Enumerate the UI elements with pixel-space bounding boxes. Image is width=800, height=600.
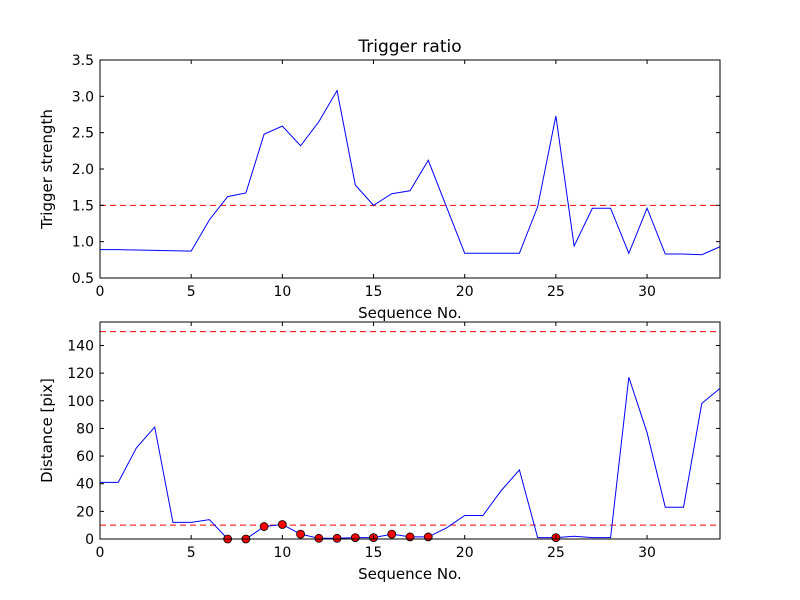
y-axis-label: Distance [pix]: [38, 378, 56, 483]
x-tick-label: 15: [365, 545, 383, 561]
y-axis-label: Trigger strength: [38, 109, 56, 230]
x-tick-label: 0: [96, 545, 105, 561]
series-line-0: [100, 89, 721, 256]
x-tick-label: 10: [273, 545, 291, 561]
axes-frame: [99, 321, 721, 540]
marker-point: [387, 529, 397, 539]
x-tick-label: 20: [456, 545, 474, 561]
marker-point: [332, 533, 342, 543]
x-tick-label: 20: [456, 284, 474, 300]
x-tick-label: 15: [365, 284, 383, 300]
y-tick-label: 140: [67, 338, 94, 354]
marker-point: [423, 532, 433, 542]
y-tick-label: 20: [76, 504, 94, 520]
chart-title: Trigger ratio: [357, 37, 461, 57]
x-tick-label: 25: [547, 545, 565, 561]
y-tick-label: 3.5: [72, 53, 94, 69]
y-tick-label: 80: [76, 421, 94, 437]
marker-point: [277, 520, 287, 529]
x-tick-label: 5: [187, 545, 196, 561]
x-axis-label: Sequence No.: [358, 565, 462, 583]
y-tick-label: 1.0: [72, 235, 94, 251]
chart-trigger-ratio: 0 5 10 15 20 25 30 0.5 1.0 1.5 2.0 2.5 3.0 3.5 Trigger…: [38, 37, 721, 322]
y-tick-label: 2.5: [72, 126, 94, 142]
x-tick-label: 25: [547, 284, 565, 300]
y-tick-label: 60: [76, 449, 94, 465]
marker-point: [259, 522, 269, 531]
y-tick-label: 0: [85, 532, 94, 548]
x-tick-label: 0: [96, 284, 105, 300]
x-tick-label: 30: [638, 545, 656, 561]
marker-point: [296, 529, 305, 539]
marker-point: [314, 533, 324, 543]
x-axis-label: Sequence No.: [358, 304, 462, 322]
marker-point: [405, 532, 415, 542]
x-tick-label: 10: [273, 284, 291, 300]
chart-distance: 0 5 10 15 20 25 30 0 20 40 60 80 100 120 140 Sequence N…: [38, 321, 721, 583]
y-tick-label: 2.0: [72, 162, 94, 178]
y-tick-label: 3.0: [72, 89, 94, 105]
marker-point: [350, 533, 360, 543]
y-tick-label: 0.5: [72, 271, 94, 287]
y-tick-label: 40: [76, 477, 94, 493]
x-tick-label: 5: [187, 284, 196, 300]
y-tick-label: 120: [67, 366, 94, 382]
y-tick-label: 100: [67, 394, 94, 410]
y-tick-label: 1.5: [72, 198, 94, 214]
x-tick-label: 30: [638, 284, 656, 300]
